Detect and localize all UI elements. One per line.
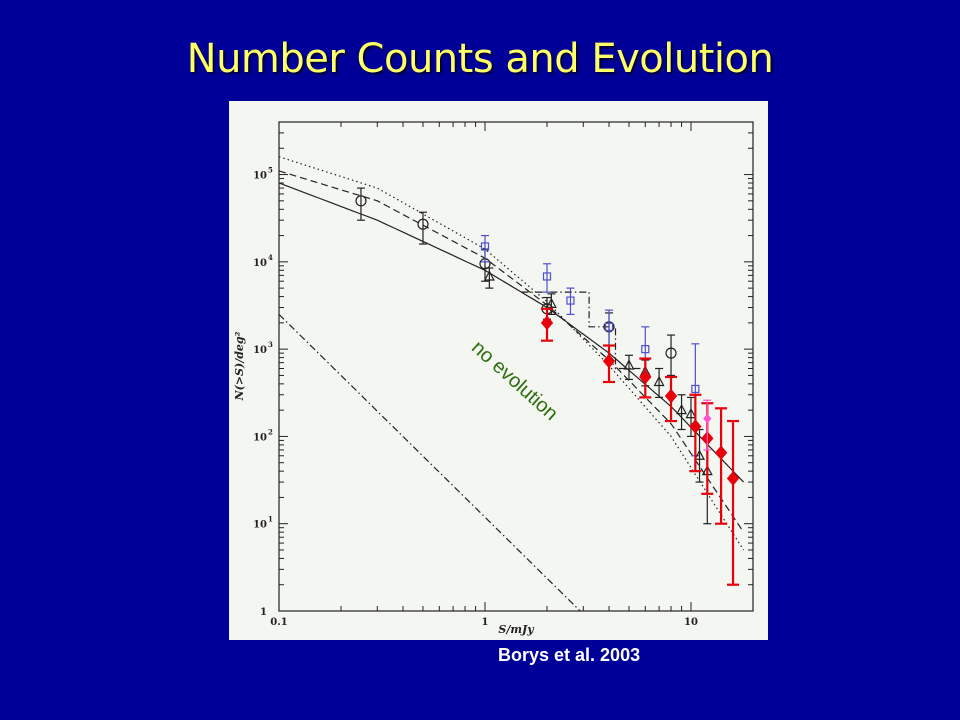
- y-tick-exponent: 5: [268, 166, 273, 175]
- circle-point: [417, 218, 429, 230]
- y-tick-label: 10: [253, 432, 267, 443]
- y-tick-exponent: 3: [268, 340, 273, 349]
- plot-frame: [278, 121, 754, 612]
- triangle-point: [694, 449, 706, 460]
- y-tick-label: 10: [253, 345, 267, 356]
- square-point: [566, 296, 575, 305]
- diamond-point: [714, 445, 728, 461]
- diamond-point: [639, 369, 652, 385]
- y-tick-label: 10: [253, 258, 267, 269]
- diamond-point: [540, 315, 554, 331]
- square-point: [542, 272, 552, 281]
- diamond-point: [726, 471, 740, 486]
- diamond-point: [689, 419, 702, 434]
- curve-dotted: [278, 156, 745, 551]
- curve-dashed: [278, 170, 745, 533]
- x-axis-label: S/mJy: [498, 623, 535, 636]
- chart-panel: 0.1 1 10 1 10 1 10 2 10 3 10 4 10 5 S/mJy N(>S)/deg² …: [229, 101, 768, 640]
- circle-point: [665, 347, 677, 359]
- circle-point: [355, 195, 367, 207]
- y-tick-exponent: 1: [268, 515, 273, 524]
- slide-title: Number Counts and Evolution: [186, 36, 774, 82]
- curve-solid: [278, 182, 745, 483]
- triangle-point: [483, 270, 495, 281]
- y-tick-exponent: 2: [268, 427, 273, 436]
- y-tick-label: 10: [253, 171, 267, 182]
- square-point: [691, 384, 700, 394]
- square-point: [480, 242, 490, 251]
- axis-ticks: [278, 121, 754, 612]
- curve-dashdot-step: [521, 291, 646, 370]
- y-tick-exponent: 4: [268, 253, 273, 262]
- square-point: [641, 345, 650, 354]
- small-diamond-point: [703, 413, 712, 424]
- triangle-point: [545, 297, 557, 308]
- diamond-point: [664, 388, 678, 404]
- triangle-point: [676, 403, 688, 415]
- y-axis-label: N(>S)/deg²: [233, 331, 246, 401]
- triangle-point: [653, 375, 665, 387]
- triangle-point: [623, 359, 635, 370]
- no-evolution-annotation: no evolution: [467, 336, 562, 425]
- diamond-point: [602, 353, 616, 369]
- data-points: [355, 187, 740, 586]
- curve-dashdot: [278, 313, 581, 612]
- x-tick-label: 0.1: [270, 617, 287, 628]
- triangle-point: [685, 407, 697, 419]
- x-tick-label: 10: [684, 617, 698, 628]
- y-tick-label: 10: [253, 520, 267, 531]
- citation: Borys et al. 2003: [498, 645, 641, 665]
- x-tick-label: 1: [482, 617, 489, 628]
- square-point: [604, 322, 614, 331]
- y-tick-label: 1: [260, 607, 267, 618]
